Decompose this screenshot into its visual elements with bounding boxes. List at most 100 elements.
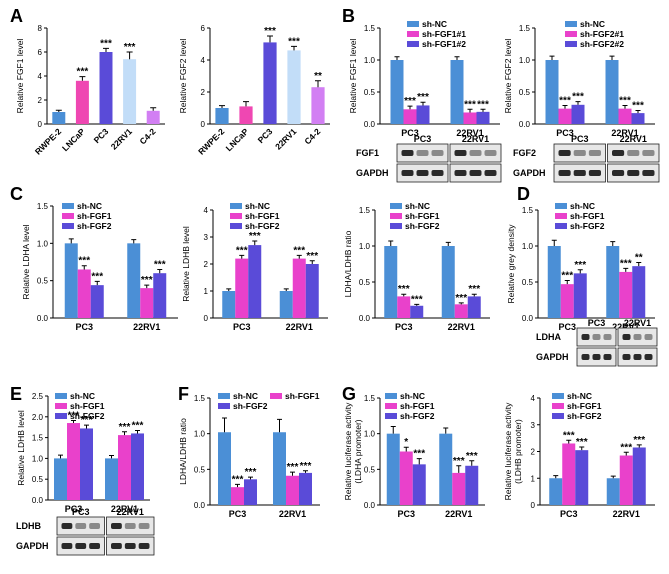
legend-label: sh-FGF2 [77, 221, 112, 231]
blot-band [89, 543, 100, 549]
blot-band [62, 543, 73, 549]
blot-band [645, 354, 653, 360]
y-tick-label: 1.5 [359, 206, 371, 215]
blot-B2-blot: PC3 22RV1FGF2GAPDH [513, 134, 659, 182]
bar [222, 291, 235, 318]
significance-label: *** [632, 101, 644, 112]
error-bar [455, 57, 460, 60]
bar [575, 450, 588, 505]
legend-label: sh-FGF2 [233, 401, 268, 411]
y-tick-label: 0.0 [194, 501, 206, 510]
significance-label: *** [249, 231, 261, 242]
legend-label: sh-FGF1 [245, 211, 280, 221]
y-tick-label: 4 [201, 56, 206, 65]
significance-label: *** [245, 467, 257, 478]
bar [287, 50, 300, 124]
figure-canvas: A BC DE F G02468Relative FGF1 levelRWPE-2***… [0, 0, 669, 574]
bar [606, 60, 619, 124]
significance-label: *** [413, 449, 425, 460]
bar [127, 243, 140, 318]
significance-label: *** [100, 38, 112, 49]
x-tick-label: PC3 [92, 126, 111, 145]
bar [286, 476, 299, 505]
bar [397, 296, 410, 318]
blot-band [642, 150, 654, 156]
blot-group-label: PC3 [571, 134, 589, 144]
legend-swatch [385, 403, 397, 409]
bar [78, 269, 91, 318]
y-tick-label: 0 [204, 314, 209, 323]
legend-label: sh-FGF1 [405, 211, 440, 221]
x-tick-label: LNCaP [224, 126, 251, 153]
error-bar [395, 57, 400, 60]
y-tick-label: 0.0 [522, 314, 534, 323]
bar [311, 87, 324, 124]
y-tick-label: 8 [38, 24, 43, 33]
x-tick-label: RWPE-2 [33, 126, 64, 157]
x-tick-label: PC3 [233, 322, 251, 332]
blot-band [62, 523, 73, 529]
legend-swatch [385, 393, 397, 399]
bar [387, 434, 400, 505]
y-tick-label: 0.5 [32, 475, 44, 484]
blot-row-label: FGF2 [513, 148, 536, 158]
error-bar [109, 455, 114, 458]
blot-group-label: 22RV1 [620, 134, 647, 144]
blot-band [589, 150, 601, 156]
bar [465, 466, 478, 505]
x-tick-label: 22RV1 [613, 509, 640, 519]
y-tick-label: 0.5 [359, 278, 371, 287]
bar [239, 106, 252, 124]
y-tick-label: 0.0 [519, 120, 531, 129]
y-tick-label: 0.5 [194, 465, 206, 474]
blot-group-label: PC3 [72, 507, 90, 517]
legend-swatch [385, 413, 397, 419]
x-tick-label: LNCaP [60, 126, 87, 153]
blot-band [432, 150, 444, 156]
legend-swatch [565, 31, 577, 37]
legend-label: sh-NC [70, 391, 95, 401]
bar [477, 112, 490, 124]
error-bar [611, 476, 616, 478]
significance-label: ** [635, 253, 643, 264]
blot-band [604, 334, 612, 340]
significance-label: *** [559, 95, 571, 106]
panel-letter-C: C [10, 184, 23, 204]
error-bar [69, 239, 74, 243]
bar [54, 458, 67, 500]
legend-label: sh-FGF1#2 [422, 39, 466, 49]
bar [619, 109, 632, 124]
y-tick-label: 1.0 [522, 242, 534, 251]
bar [410, 306, 423, 318]
significance-label: *** [572, 92, 584, 103]
blot-band [645, 334, 653, 340]
y-tick-label: 6 [38, 48, 43, 57]
error-bar [284, 289, 289, 291]
y-tick-label: 0.0 [364, 501, 376, 510]
blot-band [559, 170, 571, 176]
blot-B1-blot: PC3 22RV1 FGF1 GAPDH [356, 134, 501, 182]
y-tick-label: 1.0 [37, 239, 49, 248]
legend-label: sh-NC [567, 391, 592, 401]
blot-group-label: 22RV1 [117, 507, 144, 517]
bar [632, 113, 645, 124]
bar [468, 296, 481, 318]
significance-label: *** [417, 92, 429, 103]
y-tick-label: 0 [531, 501, 536, 510]
blot-band [125, 543, 136, 549]
chart-E1: 0.00.51.01.52.02.5Relative LDHB level ***… [16, 391, 150, 514]
blot-band [139, 523, 150, 529]
bar [218, 432, 231, 505]
y-tick-label: 1.5 [522, 206, 534, 215]
legend-swatch [230, 213, 242, 219]
legend-swatch [390, 203, 402, 209]
y-tick-label: 0.5 [364, 465, 376, 474]
x-tick-label: 22RV1 [448, 322, 475, 332]
legend-label: sh-NC [245, 201, 270, 211]
legend-swatch [552, 393, 564, 399]
y-tick-label: 0.0 [359, 314, 371, 323]
blot-band [111, 543, 122, 549]
bar [548, 246, 561, 318]
legend-swatch [62, 223, 74, 229]
